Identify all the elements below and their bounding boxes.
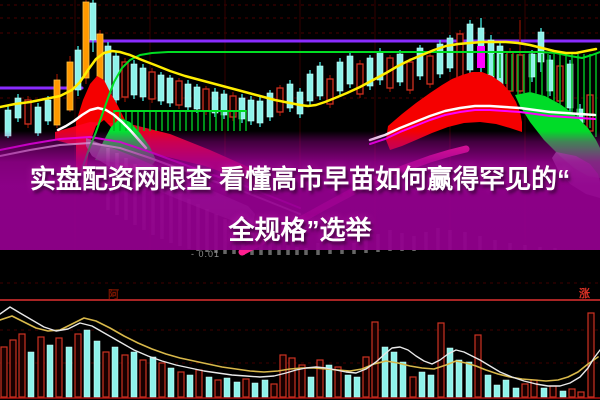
watermark-glyph-right: 涨 [579, 288, 590, 300]
headline-line-2: 全规格”选举 [228, 215, 372, 245]
watermark-glyph-left: 阿 [108, 289, 119, 301]
headline-line-1: 实盘配资网眼查 看懂高市早苗如何赢得罕见的“ [29, 164, 571, 194]
price-change-note: - 0.01 [191, 249, 221, 259]
